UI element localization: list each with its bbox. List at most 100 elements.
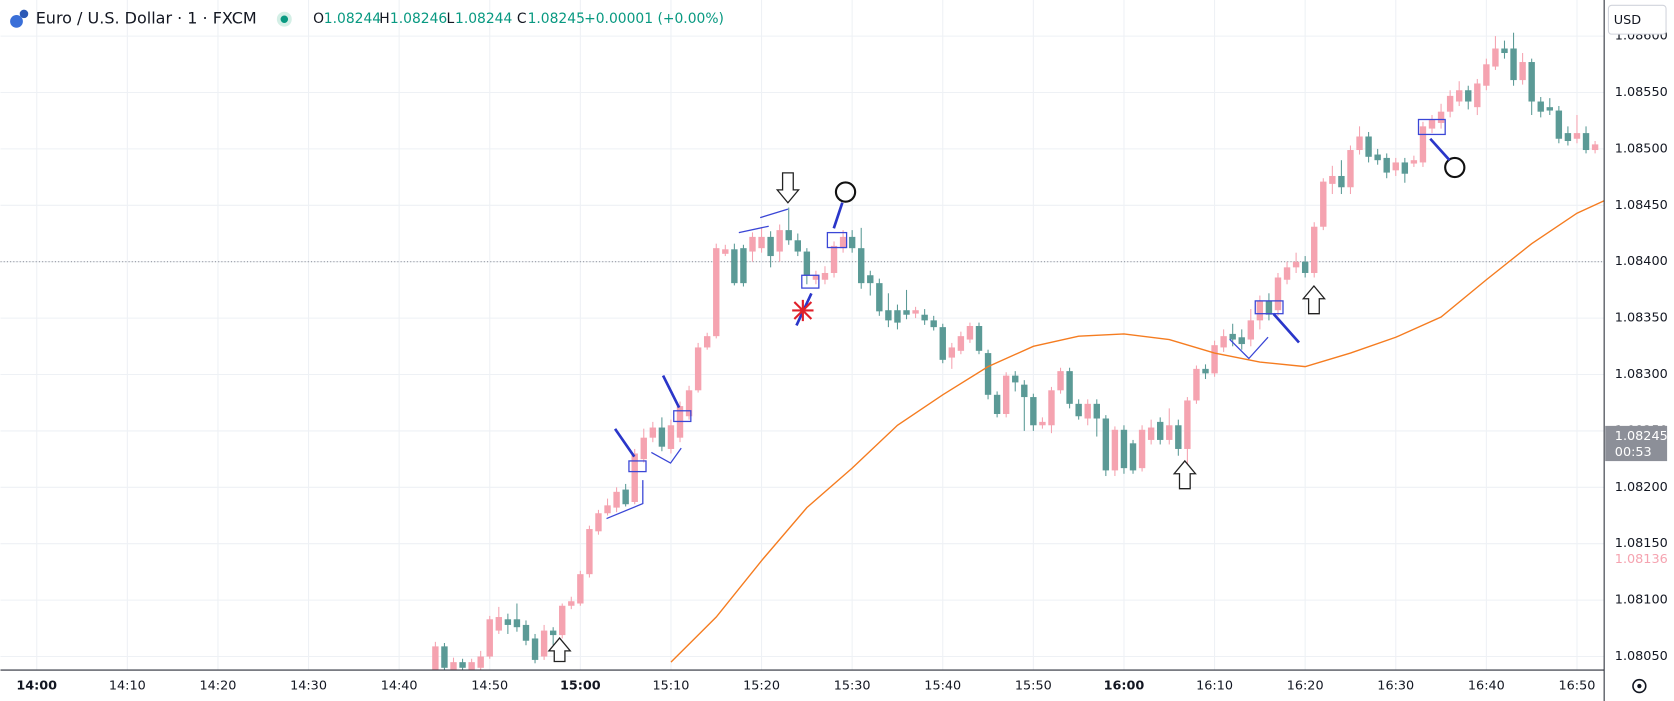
candle-body	[559, 605, 566, 636]
last-price: 1.08245	[1615, 429, 1668, 444]
candle-body	[1501, 48, 1508, 54]
x-tick-label: 14:30	[290, 679, 327, 694]
symbol-icon	[10, 14, 23, 28]
candle-body	[1537, 101, 1544, 112]
status-dot	[280, 15, 289, 23]
candle-body	[1338, 175, 1345, 188]
candle-body	[1202, 368, 1209, 374]
x-tick-label: 16:10	[1196, 679, 1233, 694]
candle-body	[1320, 181, 1327, 227]
x-tick-label: 15:20	[743, 679, 780, 694]
candle-body	[957, 336, 965, 351]
ohlc-label: O	[313, 11, 324, 27]
candle-body	[649, 427, 657, 438]
candle-body	[1229, 333, 1236, 340]
candle-body	[586, 529, 593, 575]
candle-body	[1039, 421, 1046, 426]
candle-body	[1311, 226, 1318, 273]
currency-button[interactable]	[1607, 4, 1667, 35]
candle-body	[595, 513, 602, 532]
candle-body	[1492, 48, 1499, 67]
candle-body	[912, 310, 919, 314]
marker-box	[1605, 550, 1670, 569]
candle-body	[749, 236, 756, 252]
candle-body	[1428, 119, 1436, 129]
settings-icon[interactable]	[1632, 678, 1647, 694]
candle-body	[513, 619, 521, 628]
candle-body	[939, 327, 946, 360]
box-mark	[1254, 300, 1284, 315]
candle-body	[1102, 418, 1110, 471]
candle-body	[1510, 48, 1517, 81]
time-axis	[0, 670, 1674, 701]
x-tick-label: 16:50	[1559, 679, 1596, 694]
candle-body	[640, 437, 647, 460]
candle-body	[867, 275, 874, 284]
candle-body	[794, 240, 801, 252]
red-star	[792, 299, 814, 322]
box-mark	[801, 274, 820, 289]
candle-body	[631, 453, 638, 502]
marker-price: 1.08136	[1615, 552, 1668, 567]
candle-body	[1446, 95, 1454, 112]
candle-body	[568, 601, 575, 606]
candle-body	[1066, 371, 1073, 404]
candle-body	[504, 619, 512, 625]
moving-average	[670, 200, 1605, 663]
candle-body	[858, 248, 865, 284]
candle-body	[658, 427, 666, 447]
candle-body	[1147, 427, 1155, 440]
currency[interactable]: USD	[1614, 13, 1641, 28]
candle-body	[1564, 133, 1572, 142]
candle-body	[495, 617, 503, 631]
candle-body	[1374, 154, 1381, 161]
candle-body	[1546, 107, 1553, 111]
x-tick-label: 15:10	[653, 679, 690, 694]
candle-body	[740, 248, 747, 284]
ohlc-label: C	[517, 11, 527, 27]
candle-body	[821, 272, 829, 280]
candle-body	[1528, 62, 1535, 102]
candle-body	[1157, 421, 1164, 440]
arrow-up	[547, 637, 572, 663]
x-tick-label: 16:20	[1287, 679, 1324, 694]
candle-body	[1329, 175, 1336, 184]
y-tick-label: 1.08100	[1615, 593, 1668, 608]
drawings	[547, 118, 1466, 663]
candle-body	[694, 347, 702, 391]
candle-body	[1093, 403, 1100, 419]
y-tick-label: 1.08300	[1615, 367, 1668, 382]
candle-body	[1419, 126, 1427, 163]
x-tick-label: 16:40	[1468, 679, 1505, 694]
candle-body	[549, 630, 557, 636]
candle-body	[1437, 111, 1445, 123]
arrow-up	[1172, 459, 1197, 490]
y-tick-label: 1.08550	[1615, 85, 1668, 100]
pattern-line	[606, 208, 1269, 520]
y-tick-label: 1.08450	[1615, 198, 1668, 213]
arrow-up	[1301, 284, 1326, 315]
candle-body	[948, 347, 956, 358]
candle-body	[1265, 301, 1273, 315]
candle-body	[966, 326, 974, 340]
candle-body	[685, 390, 693, 417]
axes: 1.080501.081001.081501.082001.082501.083…	[16, 29, 1670, 694]
candle-body	[1120, 429, 1128, 469]
candle-body	[1519, 62, 1526, 81]
last-price-box	[1605, 425, 1668, 462]
symbol-icon	[19, 9, 29, 19]
candle-body	[1129, 443, 1137, 471]
candle-body	[848, 236, 856, 249]
candle-body	[459, 662, 466, 668]
y-tick-label: 1.08050	[1615, 649, 1668, 664]
candle-body	[1012, 375, 1019, 383]
x-tick-label: 15:00	[560, 679, 601, 694]
candle-body	[1048, 390, 1055, 426]
candle-body	[1301, 261, 1309, 273]
candle-body	[1030, 397, 1037, 426]
candle-body	[1057, 371, 1064, 391]
x-tick-label: 15:50	[1015, 679, 1052, 694]
candle-body	[1555, 110, 1563, 139]
candle-body	[1474, 83, 1481, 108]
box-mark	[673, 410, 692, 423]
